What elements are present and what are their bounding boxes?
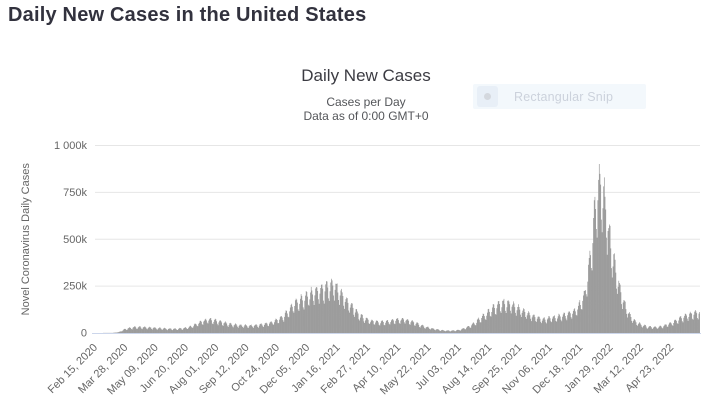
chart-title: Daily New Cases: [301, 66, 431, 85]
y-tick-label: 1 000k: [54, 140, 88, 152]
rectangular-snip-overlay[interactable]: Rectangular Snip: [473, 84, 646, 109]
y-tick-label: 250k: [63, 281, 87, 293]
page-title: Daily New Cases in the United States: [8, 4, 367, 26]
snip-icon-box: [477, 86, 498, 107]
snip-overlay-label: Rectangular Snip: [514, 89, 614, 104]
chart-subtitle-data-as-of: Data as of 0:00 GMT+0: [303, 109, 429, 123]
y-tick-label: 0: [81, 328, 87, 340]
cases-bars-series[interactable]: [102, 163, 700, 333]
y-axis-title: Novel Coronavirus Daily Cases: [20, 163, 32, 316]
snip-dot-icon: [484, 93, 491, 100]
y-tick-label: 500k: [63, 234, 87, 246]
chart-subtitle-cases-per-day: Cases per Day: [326, 95, 406, 109]
y-tick-label: 750k: [63, 187, 87, 199]
